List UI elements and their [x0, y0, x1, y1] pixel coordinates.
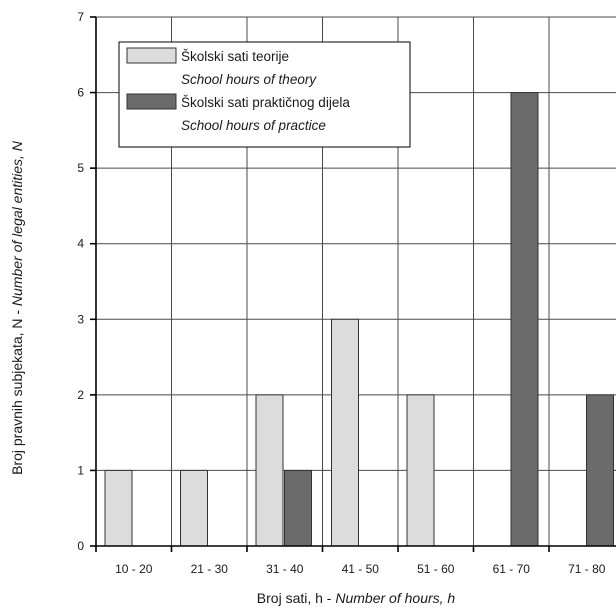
y-tick-label: 1	[77, 463, 84, 477]
axes	[90, 16, 616, 552]
legend: Školski sati teorije School hours of the…	[118, 41, 411, 148]
bar-theory	[180, 469, 208, 547]
legend-swatch-theory	[126, 47, 177, 64]
bar-theory	[255, 394, 284, 547]
x-tick-label: 71 - 80	[568, 562, 606, 576]
y-tick-label: 0	[77, 539, 84, 553]
x-tick-label: 61 - 70	[493, 562, 531, 576]
bars	[104, 92, 614, 547]
legend-label-theory: Školski sati teorije	[181, 49, 289, 64]
x-tick-label: 31 - 40	[266, 562, 304, 576]
legend-label-theory-en: School hours of theory	[181, 72, 317, 87]
y-tick-label: 4	[77, 237, 84, 251]
bar-practice	[586, 394, 614, 547]
x-tick-label: 10 - 20	[115, 562, 153, 576]
bar-theory	[331, 318, 359, 547]
y-tick-label: 3	[77, 312, 84, 326]
legend-label-practice: Školski sati praktičnog dijela	[181, 95, 350, 110]
x-axis-title: Broj sati, h - Number of hours, h	[257, 590, 456, 606]
bar-practice	[510, 92, 539, 547]
y-tick-label: 5	[77, 161, 84, 175]
y-tick-label: 2	[77, 388, 84, 402]
y-axis-title: Broj pravnih subjekata, N - Number of le…	[9, 140, 25, 475]
bar-theory	[406, 394, 435, 547]
tick-labels: 0 1 2 3 4 5 6 7 10 - 20 21 - 30 31 - 40 41 - 50 51 -…	[77, 10, 605, 576]
x-tick-label: 51 - 60	[417, 562, 455, 576]
y-tick-label: 7	[77, 10, 84, 24]
legend-label-practice-en: School hours of practice	[181, 118, 326, 133]
y-tick-label: 6	[77, 86, 84, 100]
x-tick-label: 41 - 50	[342, 562, 380, 576]
bar-theory	[104, 469, 133, 547]
x-tick-label: 21 - 30	[191, 562, 229, 576]
legend-swatch-practice	[126, 93, 177, 110]
bar-practice	[284, 469, 312, 547]
